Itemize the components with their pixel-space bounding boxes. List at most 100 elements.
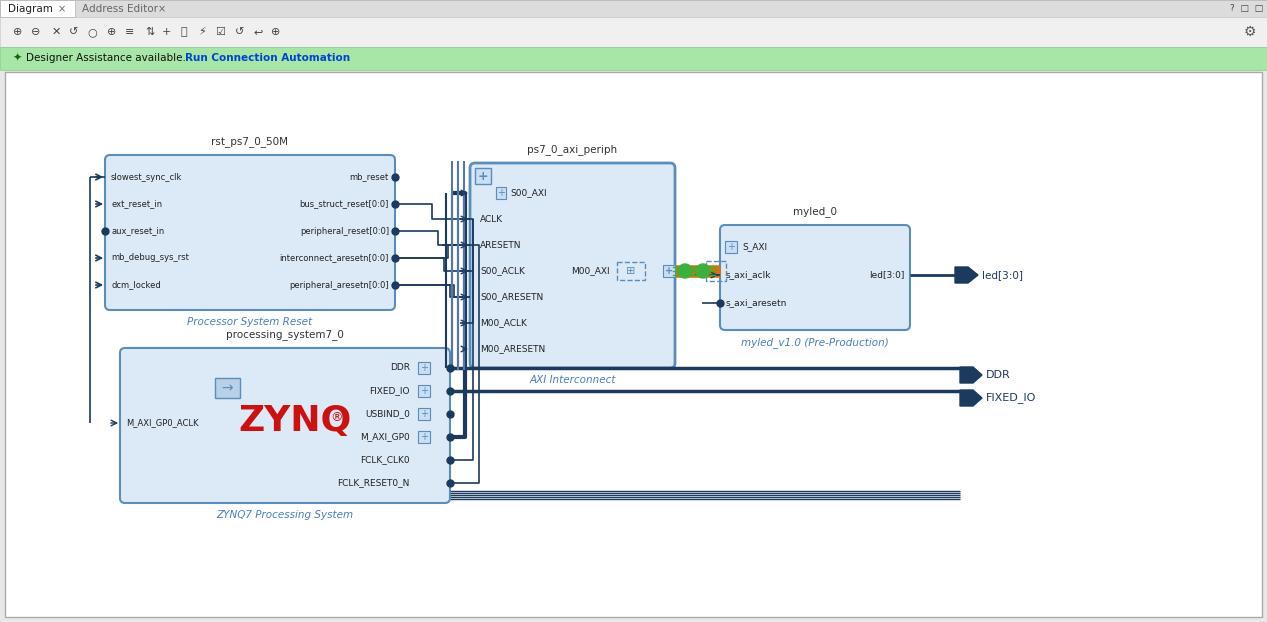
Text: bus_struct_reset[0:0]: bus_struct_reset[0:0] — [299, 200, 389, 208]
Text: ↺: ↺ — [236, 27, 245, 37]
Text: s_axi_aresetn: s_axi_aresetn — [726, 299, 787, 307]
Text: Run Connection Automation: Run Connection Automation — [185, 53, 350, 63]
Text: M00_ARESETN: M00_ARESETN — [480, 345, 545, 353]
Text: ®: ® — [329, 412, 342, 424]
Bar — [0, 17, 1267, 47]
Text: →: → — [222, 381, 233, 395]
Text: +: + — [727, 242, 735, 252]
Text: AXI Interconnect: AXI Interconnect — [530, 375, 616, 385]
Text: ZYNQ: ZYNQ — [238, 404, 352, 437]
Text: ×: × — [58, 4, 66, 14]
Circle shape — [678, 264, 692, 278]
Text: S_AXI: S_AXI — [742, 243, 767, 251]
Text: DDR: DDR — [986, 370, 1011, 380]
Text: peripheral_aresetn[0:0]: peripheral_aresetn[0:0] — [289, 281, 389, 289]
FancyBboxPatch shape — [720, 225, 910, 330]
Text: ACLK: ACLK — [480, 215, 503, 223]
Text: Designer Assistance available.: Designer Assistance available. — [27, 53, 186, 63]
Text: S00_ARESETN: S00_ARESETN — [480, 292, 544, 302]
Text: S00_AXI: S00_AXI — [511, 188, 546, 198]
FancyBboxPatch shape — [105, 155, 395, 310]
Text: +: + — [665, 266, 673, 276]
Text: myled_0: myled_0 — [793, 206, 837, 217]
Text: aux_reset_in: aux_reset_in — [111, 226, 165, 236]
Bar — [418, 431, 430, 443]
Text: ?  □  □: ? □ □ — [1230, 4, 1263, 14]
Text: ×: × — [158, 4, 166, 14]
Text: myled_v1.0 (Pre-Production): myled_v1.0 (Pre-Production) — [741, 337, 889, 348]
Bar — [495, 187, 506, 199]
Text: +: + — [497, 188, 506, 198]
Text: mb_debug_sys_rst: mb_debug_sys_rst — [111, 254, 189, 262]
Text: +: + — [419, 409, 428, 419]
Text: M_AXI_GP0_ACLK: M_AXI_GP0_ACLK — [125, 419, 199, 427]
Text: FCLK_CLK0: FCLK_CLK0 — [360, 455, 411, 465]
Text: ↺: ↺ — [70, 27, 79, 37]
Text: ⊕: ⊕ — [108, 27, 117, 37]
Bar — [725, 241, 737, 253]
Text: USBIND_0: USBIND_0 — [365, 409, 411, 419]
Bar — [418, 362, 430, 374]
Text: FIXED_IO: FIXED_IO — [986, 392, 1036, 404]
Text: ✕: ✕ — [51, 27, 61, 37]
Text: M00_AXI: M00_AXI — [571, 266, 609, 276]
Text: dcm_locked: dcm_locked — [111, 281, 161, 289]
Text: FCLK_RESET0_N: FCLK_RESET0_N — [337, 478, 411, 488]
Text: ⊕: ⊕ — [271, 27, 281, 37]
Text: S00_ACLK: S00_ACLK — [480, 266, 525, 276]
FancyBboxPatch shape — [120, 348, 450, 503]
Text: interconnect_aresetn[0:0]: interconnect_aresetn[0:0] — [280, 254, 389, 262]
Text: ⊕: ⊕ — [14, 27, 23, 37]
Text: +: + — [419, 432, 428, 442]
Text: ⊖: ⊖ — [32, 27, 41, 37]
Text: ⚙: ⚙ — [1244, 25, 1257, 39]
Text: +: + — [419, 363, 428, 373]
Bar — [215, 378, 239, 398]
Text: ARESETN: ARESETN — [480, 241, 522, 249]
Text: peripheral_reset[0:0]: peripheral_reset[0:0] — [300, 226, 389, 236]
Text: ⊞: ⊞ — [626, 266, 636, 276]
Text: led[3:0]: led[3:0] — [869, 271, 903, 279]
Text: ≡: ≡ — [125, 27, 134, 37]
Bar — [0, 0, 75, 17]
Text: M_AXI_GP0: M_AXI_GP0 — [360, 432, 411, 442]
Bar — [706, 261, 726, 281]
Text: led[3:0]: led[3:0] — [982, 270, 1022, 280]
Text: Address Editor: Address Editor — [82, 4, 158, 14]
Bar — [5, 72, 1262, 617]
Bar — [0, 0, 1267, 17]
Text: ↩: ↩ — [253, 27, 262, 37]
Bar — [617, 262, 645, 280]
Text: mb_reset: mb_reset — [350, 172, 389, 182]
Text: ○: ○ — [87, 27, 96, 37]
Text: rst_ps7_0_50M: rst_ps7_0_50M — [212, 136, 289, 147]
Text: DDR: DDR — [390, 363, 411, 373]
Text: ⤢: ⤢ — [181, 27, 188, 37]
FancyBboxPatch shape — [470, 163, 675, 368]
Polygon shape — [955, 267, 978, 283]
Text: M00_ACLK: M00_ACLK — [480, 318, 527, 328]
Text: Diagram: Diagram — [8, 4, 53, 14]
Text: ZYNQ7 Processing System: ZYNQ7 Processing System — [217, 510, 353, 520]
Text: Processor System Reset: Processor System Reset — [188, 317, 313, 327]
Text: ✦: ✦ — [13, 53, 23, 63]
Text: FIXED_IO: FIXED_IO — [370, 386, 411, 396]
Text: processing_system7_0: processing_system7_0 — [226, 329, 343, 340]
Polygon shape — [960, 390, 982, 406]
Text: ☑: ☑ — [215, 27, 226, 37]
Text: ⚡: ⚡ — [198, 27, 205, 37]
Text: s_axi_aclk: s_axi_aclk — [726, 271, 772, 279]
Text: +: + — [161, 27, 171, 37]
Bar — [418, 408, 430, 420]
Text: slowest_sync_clk: slowest_sync_clk — [111, 172, 182, 182]
Polygon shape — [960, 367, 982, 383]
Text: +: + — [419, 386, 428, 396]
Text: ⇅: ⇅ — [146, 27, 155, 37]
Bar — [0, 47, 1267, 70]
Circle shape — [696, 264, 710, 278]
Bar — [418, 385, 430, 397]
Bar — [663, 265, 675, 277]
Text: ps7_0_axi_periph: ps7_0_axi_periph — [527, 144, 617, 155]
Bar — [475, 168, 492, 184]
Text: ext_reset_in: ext_reset_in — [111, 200, 162, 208]
